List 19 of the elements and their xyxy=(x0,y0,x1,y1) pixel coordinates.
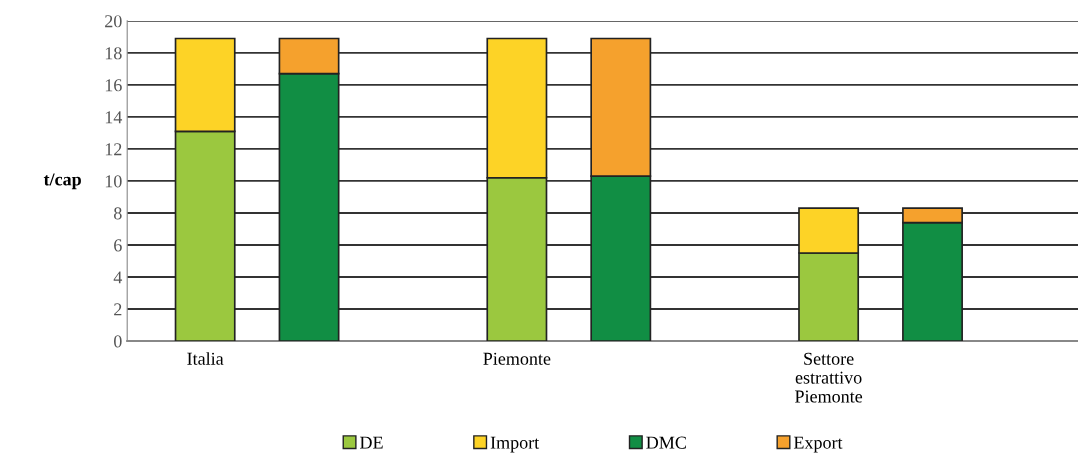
y-tick-label: 4 xyxy=(113,271,123,284)
y-tick-label: 14 xyxy=(105,111,123,124)
legend-label: DE xyxy=(360,436,383,449)
y-axis-title: t/cap xyxy=(43,173,81,190)
y-tick-label: 0 xyxy=(114,335,122,348)
y-tick-label: 12 xyxy=(105,143,122,156)
x-tick-label: Piemonte xyxy=(483,352,551,365)
y-tick-label: 18 xyxy=(105,47,122,60)
y-tick-label: 8 xyxy=(114,207,122,220)
y-tick-label: 2 xyxy=(114,303,122,316)
x-tick-label: Italia xyxy=(187,352,224,365)
legend-label: DMC xyxy=(646,436,686,449)
y-tick-label: 6 xyxy=(114,239,122,252)
x-tick-label: Settore estrattivo Piemonte xyxy=(795,352,863,403)
legend-label: Import xyxy=(490,436,540,453)
legend-label: Export xyxy=(793,436,843,453)
y-tick-label: 10 xyxy=(105,175,122,188)
y-tick-label: 16 xyxy=(105,79,122,92)
y-tick-label: 20 xyxy=(105,15,122,28)
